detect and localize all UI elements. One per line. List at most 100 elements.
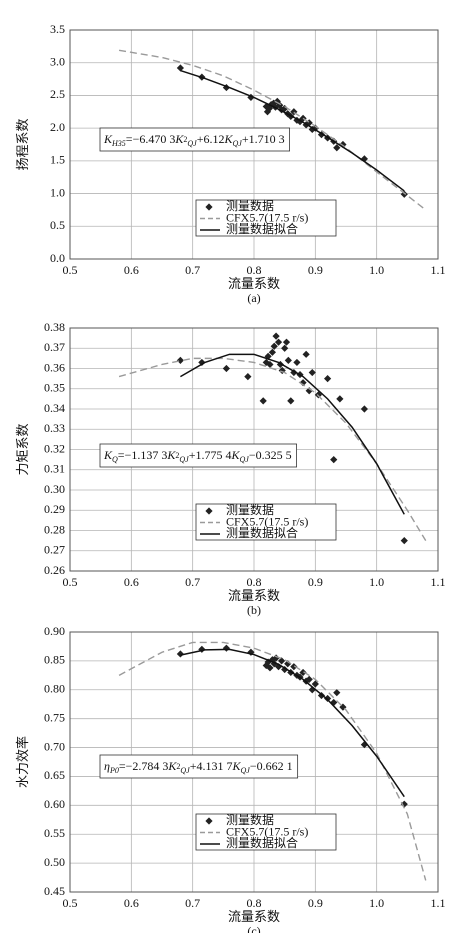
data-point (264, 658, 272, 666)
y-axis-label: 力矩系数 (15, 423, 30, 475)
x-tick-label: 0.7 (185, 575, 200, 589)
x-tick-label: 0.8 (247, 575, 262, 589)
data-point (244, 373, 252, 381)
y-tick-label: 0.36 (44, 360, 65, 374)
legend-marker (205, 507, 213, 515)
y-tick-label: 0.60 (44, 797, 65, 811)
data-point (198, 358, 206, 367)
data-point (272, 654, 280, 662)
legend-label: 测量数据拟合 (226, 525, 298, 540)
y-tick-label: 0.0 (50, 251, 65, 265)
equation-part: K (103, 132, 113, 146)
y-tick-label: 0.37 (44, 340, 65, 354)
equation: ηP0=−2.784 3K2QJ+4.131 7KQJ−0.662 1 (104, 759, 293, 776)
legend-label: CFX5.7(17.5 r/s) (226, 824, 308, 838)
data-point (276, 101, 284, 109)
equation-part: K (167, 759, 177, 773)
data-point (314, 391, 322, 399)
data-point (400, 537, 408, 545)
x-tick-label: 1.1 (431, 575, 446, 589)
data-point (311, 680, 319, 688)
x-tick-label: 0.6 (124, 263, 139, 277)
data-point (311, 124, 319, 132)
y-tick-label: 3.5 (50, 22, 65, 36)
cfx-line (118, 357, 427, 541)
data-point (222, 644, 230, 652)
x-tick-label: 0.7 (185, 263, 200, 277)
y-tick-label: 0.75 (44, 710, 65, 724)
equation-part: K (174, 132, 184, 146)
equation-part: H35 (111, 139, 126, 148)
equation-part: P0 (109, 766, 119, 775)
x-tick-label: 1.1 (431, 263, 446, 277)
data-point (266, 360, 274, 369)
caption: (a) (247, 291, 260, 305)
legend-label: CFX5.7(17.5 r/s) (226, 210, 308, 224)
legend-label: 测量数据拟合 (226, 221, 298, 236)
x-tick-label: 0.9 (308, 575, 323, 589)
caption: (b) (247, 603, 261, 617)
y-tick-label: 0.31 (44, 462, 65, 476)
equation-part: 2 (175, 451, 179, 460)
data-point (270, 342, 278, 350)
data-point (266, 664, 274, 672)
equation-box (99, 127, 290, 152)
data-point (274, 663, 283, 671)
equation-part: QJ (232, 139, 242, 148)
y-axis-label: 水力效率 (15, 736, 30, 788)
plot-frame (69, 29, 439, 260)
y-tick-label: 0.70 (44, 739, 65, 753)
equation-part: QJ (179, 455, 189, 464)
y-tick-label: 0.65 (44, 768, 65, 782)
fit-line (180, 353, 405, 515)
legend-marker (205, 817, 213, 825)
equation-part: +4.131 7 (190, 759, 233, 773)
data-point (222, 364, 230, 373)
data-point (330, 456, 338, 464)
equation-part: +1.775 4 (189, 448, 232, 462)
data-point (299, 379, 307, 387)
y-tick-label: 2.0 (50, 120, 65, 134)
equation-part: K (232, 759, 242, 773)
data-point (176, 650, 184, 658)
y-tick-label: 0.30 (44, 482, 65, 496)
equation-part: Q (112, 455, 118, 464)
data-point (360, 155, 368, 163)
data-point (333, 689, 341, 697)
legend-marker (205, 203, 213, 211)
data-point (299, 668, 307, 677)
equation-part: +1.710 3 (242, 132, 285, 146)
equation-part: +6.12 (197, 132, 225, 146)
equation-part: −0.662 1 (250, 759, 293, 773)
y-axis-label: 扬程系数 (15, 118, 30, 170)
equation-part: −0.325 5 (249, 448, 292, 462)
x-tick-label: 0.9 (308, 263, 323, 277)
y-tick-label: 0.35 (44, 381, 65, 395)
x-tick-label: 0.8 (247, 896, 262, 910)
data-point (302, 350, 310, 358)
y-tick-label: 0.34 (44, 401, 65, 415)
y-tick-label: 2.5 (50, 87, 65, 101)
data-point (305, 675, 313, 683)
x-tick-label: 0.5 (63, 575, 78, 589)
x-tick-label: 0.5 (63, 896, 78, 910)
x-tick-label: 0.7 (185, 896, 200, 910)
x-tick-label: 0.6 (124, 896, 139, 910)
data-point (276, 360, 284, 369)
data-point (270, 99, 278, 107)
data-point (278, 106, 286, 114)
equation-part: 2 (176, 762, 180, 771)
data-point (281, 104, 289, 113)
data-point (336, 395, 344, 403)
equation-part: QJ (180, 766, 190, 775)
y-tick-label: 1.0 (50, 185, 65, 199)
data-point (333, 144, 341, 152)
data-point (198, 645, 206, 653)
legend-label: 测量数据 (226, 812, 274, 827)
equation-part: 2 (183, 135, 187, 144)
y-tick-label: 0.28 (44, 522, 65, 536)
data-point (293, 358, 301, 367)
data-point (293, 116, 301, 124)
data-point (274, 338, 283, 346)
data-point (287, 397, 295, 405)
